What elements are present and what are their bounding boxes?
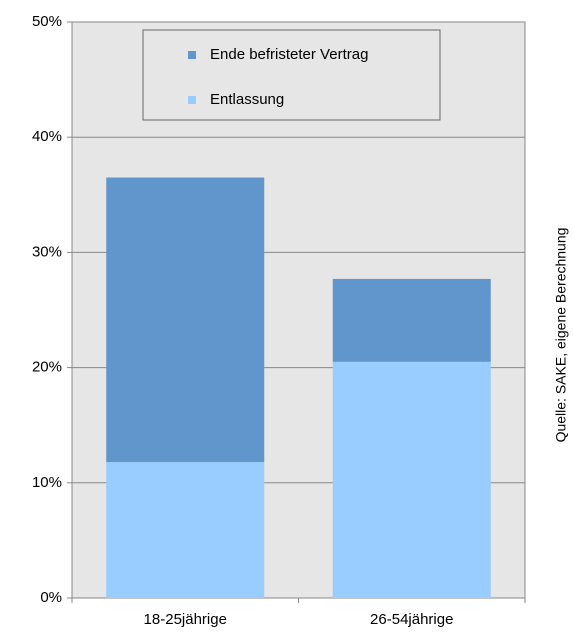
y-tick-label: 50% [32,13,62,30]
source-note: Quelle: SAKE, eigene Berechnung [553,228,569,443]
legend-swatch [188,51,196,59]
bar-segment [332,278,491,362]
y-tick-label: 20% [32,359,62,376]
y-tick-label: 10% [32,474,62,491]
y-tick-label: 0% [40,589,62,606]
bar-segment [332,361,491,598]
y-tick-label: 40% [32,128,62,145]
legend-label: Ende befristeter Vertrag [210,46,368,63]
legend-box [142,29,441,121]
x-tick-label: 18-25jährige [144,611,227,628]
x-tick-label: 26-54jährige [370,611,453,628]
legend-swatch [188,96,196,104]
bar-segment [106,177,265,463]
y-tick-label: 30% [32,243,62,260]
legend-label: Entlassung [210,91,284,108]
bar-segment [106,462,265,598]
